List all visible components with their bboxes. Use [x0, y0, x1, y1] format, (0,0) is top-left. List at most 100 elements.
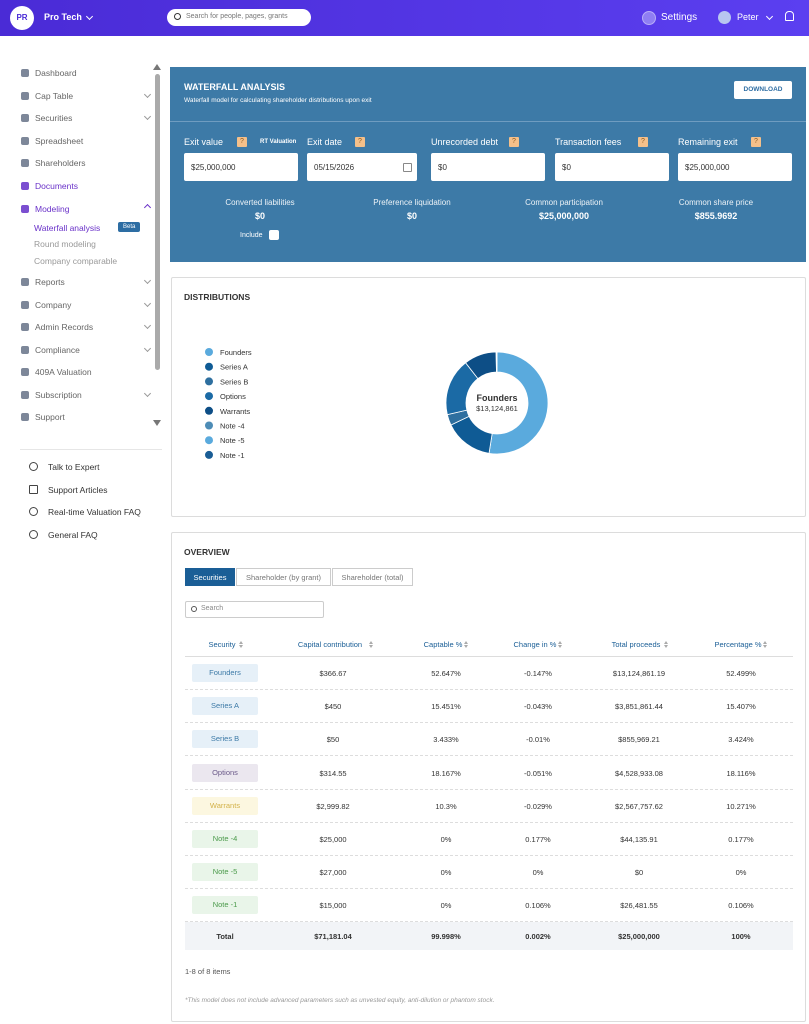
help-link[interactable]: Support Articles [48, 485, 108, 495]
help-badge[interactable]: ? [509, 137, 519, 147]
field-input[interactable] [307, 153, 417, 181]
table-search[interactable] [185, 601, 324, 618]
sub-nav-item[interactable]: Round modeling [34, 239, 96, 249]
nav-icon [21, 182, 29, 190]
column-header[interactable]: Captable % [423, 640, 463, 649]
chevron [143, 389, 152, 398]
table-cell: $50 [326, 735, 340, 745]
table-cell: 52.499% [726, 669, 756, 678]
table-cell: $2,567,757.62 [615, 801, 663, 811]
nav-item[interactable]: Cap Table [35, 91, 74, 101]
field-input[interactable] [555, 153, 669, 181]
settings-icon[interactable] [642, 11, 656, 25]
field-value: $25,000,000 [191, 163, 236, 172]
waterfall-title: WATERFALL ANALYSIS [184, 82, 286, 92]
chevron [143, 299, 152, 308]
table-cell: 3.433% [433, 735, 459, 745]
nav-item[interactable]: Documents [35, 181, 78, 191]
settings[interactable]: Settings [661, 12, 698, 23]
summary-value: $0 [406, 211, 417, 221]
download-button[interactable]: DOWNLOAD [734, 81, 792, 99]
table-cell: $855,969.21 [618, 735, 660, 745]
table-search-icon [191, 606, 197, 612]
field-value: 05/15/2026 [314, 163, 355, 172]
nav-item[interactable]: Modeling [35, 204, 70, 214]
column-header[interactable]: Percentage % [714, 640, 762, 649]
help-badge[interactable]: ? [638, 137, 648, 147]
row-divider [185, 921, 793, 923]
nav-item[interactable]: Support [35, 412, 65, 422]
beta-badge: Beta [118, 222, 141, 232]
include-checkbox[interactable] [269, 230, 279, 240]
nav-icon [21, 92, 29, 100]
row-divider [185, 888, 793, 890]
total-cell: 99.998% [431, 932, 461, 941]
tab[interactable]: Securities [185, 568, 235, 586]
sort-down [557, 645, 562, 648]
nav-item[interactable]: Compliance [35, 345, 80, 355]
security-pill: Founders [192, 664, 258, 682]
table-cell: $15,000 [319, 901, 347, 911]
table-cell: $366.67 [319, 669, 347, 678]
sub-nav-item[interactable]: Waterfall analysis [34, 223, 101, 233]
calendar-icon [403, 163, 412, 172]
nav-item[interactable]: Subscription [35, 390, 82, 400]
nav-item[interactable]: Securities [35, 113, 73, 123]
nav-item[interactable]: Reports [35, 277, 65, 287]
nav-item[interactable]: Admin Records [35, 322, 94, 332]
help-badge[interactable]: ? [237, 137, 247, 147]
nav-icon [21, 278, 29, 286]
field-input[interactable] [184, 153, 298, 181]
help-link[interactable]: General FAQ [48, 530, 98, 540]
summary-label: Preference liquidation [373, 198, 451, 207]
table-cell: $314.55 [319, 768, 347, 778]
nav-icon [21, 159, 29, 167]
field-input[interactable] [678, 153, 792, 181]
table-search-placeholder: Search [201, 605, 224, 612]
table-cell: 15.407% [726, 702, 756, 712]
field-input[interactable] [431, 153, 545, 181]
field-label: Unrecorded debt [431, 137, 499, 147]
tab[interactable]: Shareholder (total) [332, 568, 413, 586]
bell-icon[interactable] [785, 11, 794, 21]
column-header[interactable]: Total proceeds [611, 640, 661, 649]
sub-nav-item[interactable]: Company comparable [34, 256, 118, 266]
help-link[interactable]: Real-time Valuation FAQ [48, 507, 141, 517]
panel-divider [170, 121, 806, 122]
search-box[interactable] [167, 9, 311, 26]
table-cell: 0.106% [525, 901, 551, 911]
total-row [185, 922, 793, 950]
help-badge[interactable]: ? [355, 137, 365, 147]
security-pill: Series B [192, 730, 258, 749]
table-cell: $26,481.55 [620, 901, 658, 911]
user-name[interactable]: Peter [737, 12, 759, 22]
help-link[interactable]: Talk to Expert [48, 462, 100, 472]
nav-item[interactable]: Spreadsheet [35, 136, 84, 146]
user-icon [718, 11, 731, 24]
overview-card [171, 532, 806, 1022]
field-label: Remaining exit [678, 137, 738, 147]
column-header[interactable]: Security [208, 640, 236, 649]
table-cell: 3.424% [728, 735, 754, 745]
nav-icon [21, 301, 29, 309]
total-cell: Total [216, 932, 234, 941]
table-cell: -0.029% [524, 801, 552, 811]
nav-icon [21, 114, 29, 122]
column-header[interactable]: Capital contribution [297, 640, 363, 649]
summary-label: Converted liabilities [225, 198, 295, 207]
sort-up [762, 641, 767, 644]
chevron [143, 344, 152, 353]
nav-item[interactable]: Shareholders [35, 158, 86, 168]
nav-item[interactable]: Company [35, 300, 72, 310]
sort-down [664, 645, 669, 648]
sort-up [557, 641, 562, 644]
nav-item[interactable]: 409A Valuation [35, 367, 92, 377]
chevron [143, 112, 152, 121]
help-badge[interactable]: ? [751, 137, 761, 147]
help-icon [29, 462, 38, 471]
table-cell: 0.177% [728, 835, 754, 844]
nav-item[interactable]: Dashboard [35, 68, 77, 78]
tab[interactable]: Shareholder (by grant) [236, 568, 331, 586]
column-header[interactable]: Change in % [513, 640, 557, 649]
sort-down [464, 645, 468, 648]
